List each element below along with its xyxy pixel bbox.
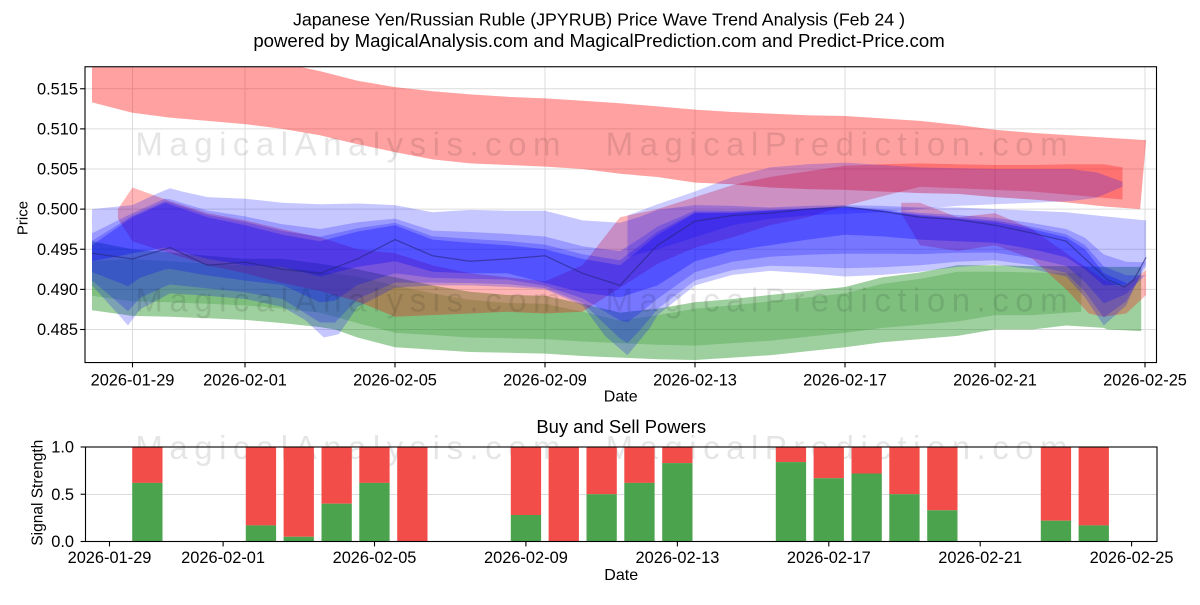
svg-text:1.0: 1.0 bbox=[51, 439, 74, 457]
svg-text:Price: Price bbox=[15, 201, 32, 235]
svg-text:Signal Strength: Signal Strength bbox=[30, 440, 47, 546]
svg-text:2026-02-13: 2026-02-13 bbox=[653, 372, 737, 390]
svg-text:2026-02-05: 2026-02-05 bbox=[333, 549, 417, 567]
svg-text:2026-02-05: 2026-02-05 bbox=[353, 372, 437, 390]
svg-text:powered by MagicalAnalysis.com: powered by MagicalAnalysis.com and Magic… bbox=[253, 30, 944, 51]
svg-text:2026-02-17: 2026-02-17 bbox=[803, 372, 887, 390]
svg-text:2026-02-21: 2026-02-21 bbox=[953, 372, 1037, 390]
svg-text:0.0: 0.0 bbox=[51, 533, 74, 551]
svg-text:0.510: 0.510 bbox=[37, 121, 78, 139]
svg-text:0.505: 0.505 bbox=[37, 161, 78, 179]
svg-text:Buy and Sell Powers: Buy and Sell Powers bbox=[536, 416, 706, 437]
svg-text:Date: Date bbox=[604, 567, 638, 584]
svg-text:2026-01-29: 2026-01-29 bbox=[68, 549, 152, 567]
svg-text:2026-02-01: 2026-02-01 bbox=[203, 372, 287, 390]
svg-text:MagicalPrediction.com: MagicalPrediction.com bbox=[606, 125, 1074, 162]
svg-text:2026-02-25: 2026-02-25 bbox=[1103, 372, 1187, 390]
svg-text:2026-02-09: 2026-02-09 bbox=[484, 549, 568, 567]
svg-text:0.485: 0.485 bbox=[37, 321, 78, 339]
svg-text:2026-02-09: 2026-02-09 bbox=[503, 372, 587, 390]
svg-text:0.500: 0.500 bbox=[37, 201, 78, 219]
svg-text:Date: Date bbox=[604, 389, 638, 406]
svg-text:2026-02-25: 2026-02-25 bbox=[1090, 549, 1174, 567]
svg-text:2026-01-29: 2026-01-29 bbox=[91, 372, 175, 390]
svg-text:2026-02-21: 2026-02-21 bbox=[938, 549, 1022, 567]
svg-text:MagicalAnalysis.com: MagicalAnalysis.com bbox=[135, 125, 567, 162]
svg-text:2026-02-13: 2026-02-13 bbox=[635, 549, 719, 567]
svg-text:0.515: 0.515 bbox=[37, 80, 78, 98]
svg-text:2026-02-17: 2026-02-17 bbox=[787, 549, 871, 567]
svg-text:Japanese Yen/Russian Ruble (JP: Japanese Yen/Russian Ruble (JPYRUB) Pric… bbox=[293, 9, 905, 29]
svg-text:0.5: 0.5 bbox=[51, 486, 74, 504]
svg-text:MagicalPrediction.com: MagicalPrediction.com bbox=[606, 282, 1074, 319]
svg-text:0.490: 0.490 bbox=[37, 281, 78, 299]
svg-text:MagicalAnalysis.com: MagicalAnalysis.com bbox=[135, 282, 567, 319]
svg-text:2026-02-01: 2026-02-01 bbox=[181, 549, 265, 567]
svg-text:0.495: 0.495 bbox=[37, 241, 78, 259]
